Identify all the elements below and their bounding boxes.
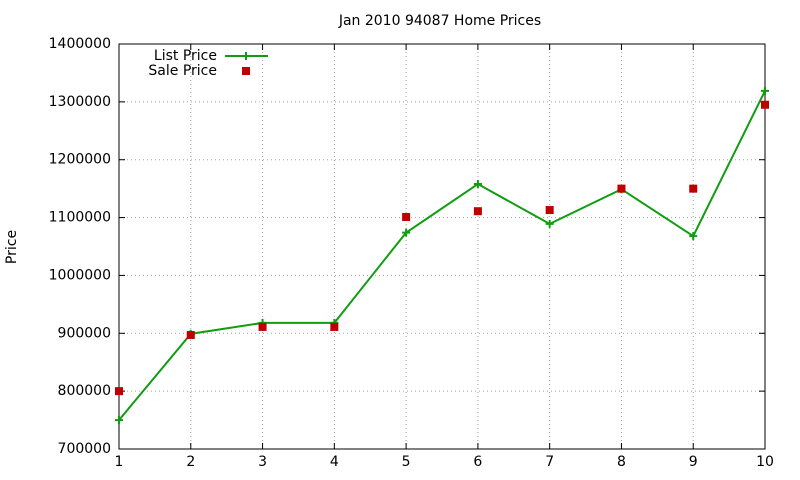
x-tick-label: 8 [617, 454, 626, 470]
y-tick-label: 900000 [58, 325, 111, 341]
point-marker [473, 207, 482, 216]
y-tick-label: 1000000 [49, 267, 111, 283]
legend-marker [242, 52, 250, 60]
x-tick-label: 9 [689, 454, 698, 470]
x-tick-label: 4 [330, 454, 339, 470]
point-marker [330, 322, 339, 331]
x-tick-label: 3 [258, 454, 267, 470]
series-line [118, 90, 766, 421]
point-marker [617, 184, 626, 193]
point-marker [545, 206, 554, 215]
y-tick-label: 1100000 [49, 210, 111, 226]
point-marker [186, 331, 195, 340]
y-tick-label: 800000 [58, 383, 111, 399]
x-tick-label: 2 [186, 454, 195, 470]
y-tick-label: 1400000 [49, 36, 111, 52]
x-tick-label: 10 [756, 454, 774, 470]
legend-marker [242, 67, 250, 75]
x-tick-label: 1 [115, 454, 124, 470]
point-marker [402, 228, 411, 237]
point-marker [761, 100, 769, 109]
point-marker [115, 416, 123, 425]
point-marker [402, 212, 411, 221]
point-marker [689, 232, 698, 241]
x-tick-label: 5 [402, 454, 411, 470]
point-marker [689, 184, 698, 193]
x-tick-label: 6 [473, 454, 482, 470]
y-axis-label: Price [4, 230, 20, 264]
point-marker [473, 180, 482, 189]
legend-label: List Price [154, 48, 217, 64]
point-marker [258, 322, 267, 331]
point-marker [115, 387, 123, 396]
y-tick-label: 1300000 [49, 94, 111, 110]
x-tick-label: 7 [545, 454, 554, 470]
chart-title: Jan 2010 94087 Home Prices [338, 13, 541, 29]
y-tick-label: 1200000 [49, 152, 111, 168]
legend-label: Sale Price [148, 63, 217, 79]
point-marker [761, 86, 769, 95]
y-tick-label: 700000 [58, 441, 111, 457]
plot-frame [118, 43, 766, 450]
point-marker [545, 219, 554, 228]
